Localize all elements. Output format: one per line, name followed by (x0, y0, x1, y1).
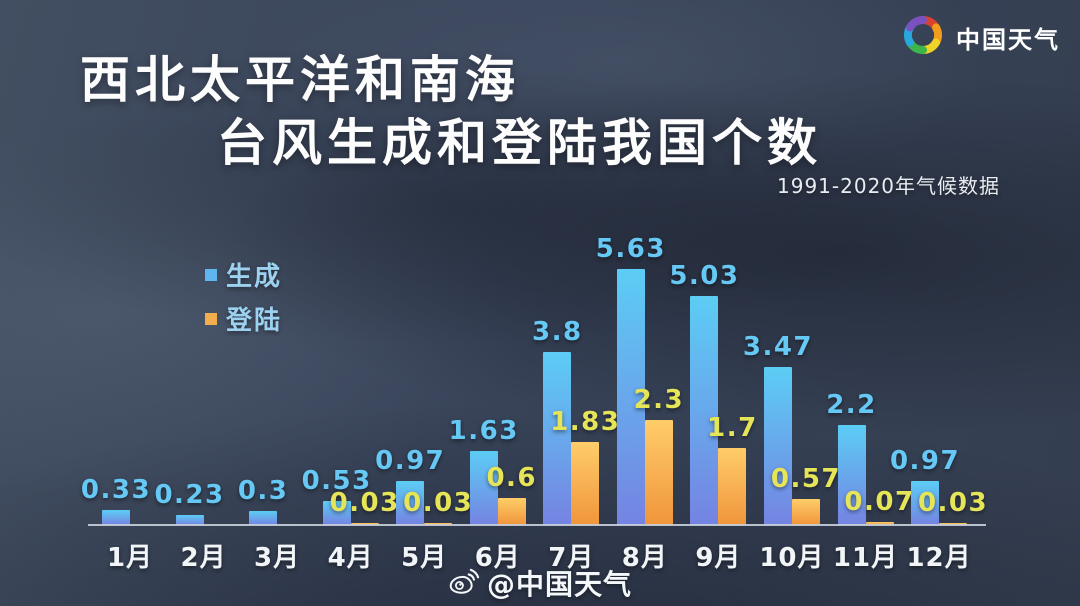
generated-bar-11月 (837, 425, 866, 525)
landed-value-label-7月: 1.83 (550, 407, 621, 437)
x-axis-label-2月: 2月 (180, 543, 227, 573)
x-axis-label-8月: 8月 (621, 543, 668, 573)
chart-legend: 生成 登陆 (205, 256, 282, 337)
landed-value-label-10月: 0.57 (770, 464, 842, 494)
generated-bar-2月 (175, 515, 204, 525)
generated-bar-1月 (102, 510, 130, 525)
generated-value-label-12月: 0.97 (889, 446, 961, 476)
weibo-watermark: @中国天气 (448, 563, 632, 603)
landed-bar-8月 (644, 420, 673, 525)
x-axis-label-4月: 4月 (327, 543, 374, 573)
page-title-line1: 西北太平洋和南海 (80, 51, 520, 109)
legend-label-generated: 生成 (226, 262, 283, 292)
generated-value-label-4月: 0.53 (301, 466, 372, 496)
landed-value-label-4月: 0.03 (329, 488, 400, 518)
weibo-icon (448, 568, 480, 599)
generated-value-label-8月: 5.63 (595, 234, 666, 264)
weibo-handle-label: @中国天气 (486, 568, 633, 601)
landed-value-label-5月: 0.03 (403, 488, 474, 518)
pinwheel-logo-icon (900, 12, 946, 62)
generated-value-label-3月: 0.3 (237, 476, 289, 506)
generated-value-label-9月: 5.03 (669, 261, 740, 291)
generated-bar-4月 (322, 501, 351, 525)
generated-bar-7月 (543, 352, 572, 525)
generated-bar-3月 (249, 511, 278, 525)
x-axis-label-10月: 10月 (759, 543, 825, 573)
generated-value-label-1月: 0.33 (80, 475, 152, 505)
landed-value-label-8月: 2.3 (633, 385, 685, 415)
generated-bar-10月 (763, 367, 792, 525)
landed-value-label-11月: 0.07 (844, 487, 915, 517)
x-axis-label-1月: 1月 (106, 543, 154, 573)
landed-bar-9月 (718, 448, 747, 525)
generated-value-label-7月: 3.8 (532, 317, 583, 347)
generated-value-label-10月: 3.47 (742, 332, 814, 362)
x-axis-label-12月: 12月 (906, 543, 972, 573)
landed-value-label-9月: 1.7 (707, 413, 758, 443)
generated-swatch-icon (205, 268, 217, 281)
x-axis-line (88, 524, 986, 526)
page-title-line2: 台风生成和登陆我国个数 (217, 114, 822, 172)
x-axis-label-11月: 11月 (832, 543, 899, 573)
subtitle-data-period: 1991-2020年气候数据 (777, 174, 1001, 198)
generated-bar-12月 (911, 481, 940, 525)
x-axis-label-9月: 9月 (695, 543, 742, 573)
landed-bar-7月 (571, 442, 600, 525)
generated-bar-5月 (396, 481, 425, 525)
x-axis-label-3月: 3月 (254, 543, 301, 573)
legend-item-generated: 生成 (205, 256, 282, 293)
generated-bar-9月 (690, 296, 719, 525)
landed-value-label-6月: 0.6 (486, 463, 538, 493)
landed-bar-10月 (791, 499, 820, 525)
generated-value-label-5月: 0.97 (375, 446, 446, 476)
landed-swatch-icon (205, 312, 217, 325)
x-axis-label-6月: 6月 (474, 543, 521, 573)
landed-value-label-12月: 0.03 (917, 488, 989, 518)
brand-name-label: 中国天气 (956, 25, 1060, 54)
generated-bar-8月 (616, 269, 645, 525)
landed-bar-11月 (865, 522, 894, 525)
legend-item-landed: 登陆 (205, 300, 282, 337)
generated-value-label-6月: 1.63 (448, 416, 519, 446)
china-weather-logo: 中国天气 (900, 12, 1060, 62)
generated-value-label-11月: 2.2 (826, 390, 877, 420)
x-axis-label-5月: 5月 (401, 543, 448, 573)
generated-bar-6月 (469, 451, 498, 525)
legend-label-landed: 登陆 (226, 306, 283, 336)
landed-bar-6月 (497, 498, 526, 525)
x-axis-label-7月: 7月 (548, 543, 595, 573)
generated-value-label-2月: 0.23 (154, 480, 225, 510)
